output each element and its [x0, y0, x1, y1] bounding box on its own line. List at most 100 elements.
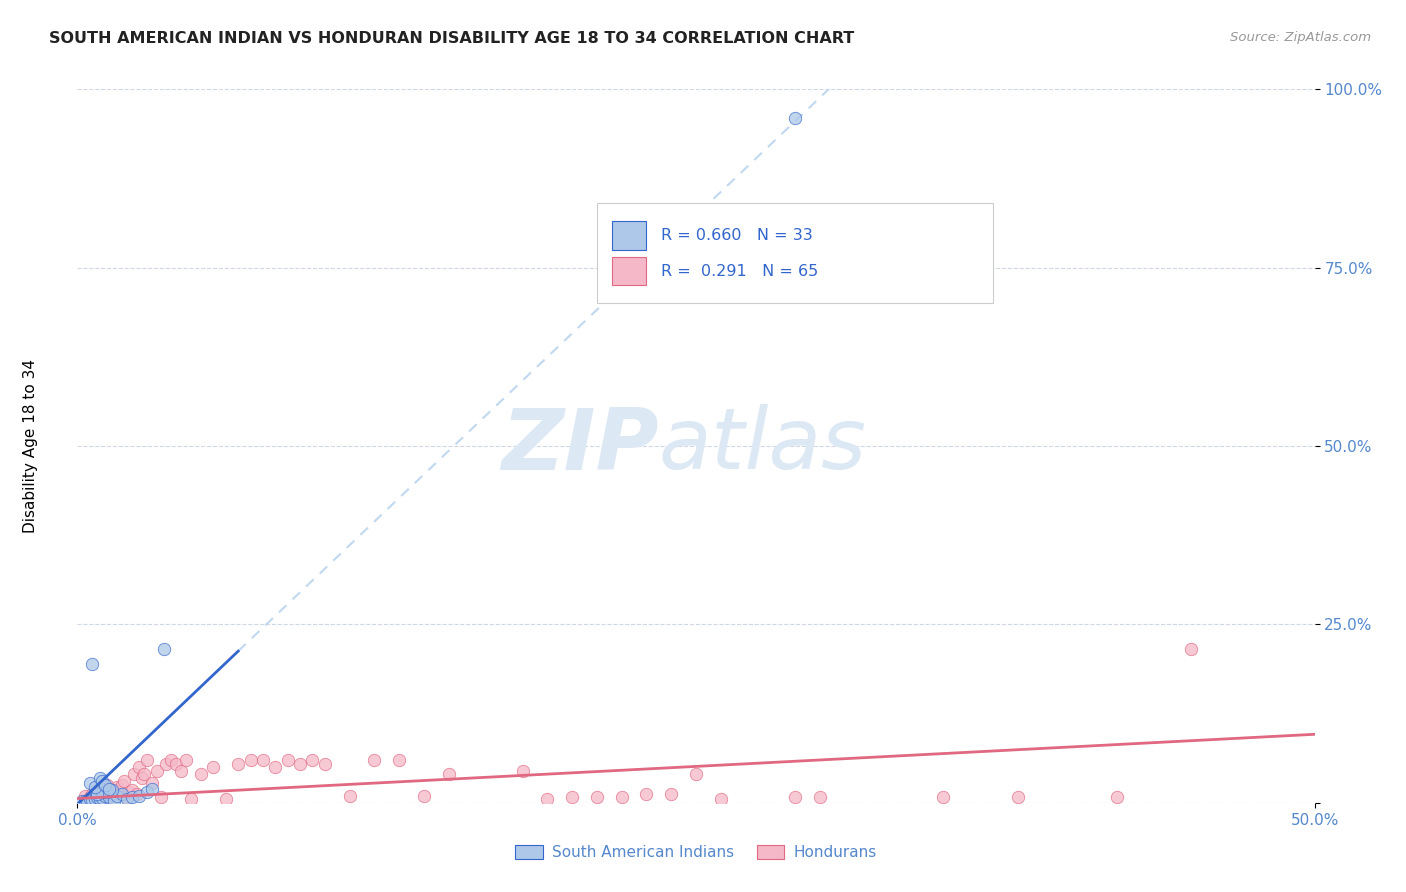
Point — [1180, 642, 1202, 657]
Point — [105, 789, 128, 803]
Point — [98, 781, 121, 796]
Point — [73, 789, 96, 803]
Point — [636, 787, 658, 801]
Point — [111, 787, 134, 801]
Point — [190, 767, 212, 781]
Point — [83, 785, 105, 799]
Point — [79, 792, 101, 806]
Point — [135, 785, 157, 799]
Point — [264, 760, 287, 774]
Point — [141, 781, 163, 796]
Point — [710, 792, 733, 806]
Point — [155, 756, 177, 771]
Point — [128, 760, 150, 774]
Point — [437, 767, 460, 781]
FancyBboxPatch shape — [598, 203, 993, 303]
Point — [82, 793, 104, 807]
Point — [1007, 790, 1029, 805]
Point — [135, 753, 157, 767]
Point — [108, 787, 131, 801]
Point — [98, 789, 121, 803]
Point — [82, 787, 104, 801]
Text: Disability Age 18 to 34: Disability Age 18 to 34 — [24, 359, 38, 533]
Legend: South American Indians, Hondurans: South American Indians, Hondurans — [509, 839, 883, 866]
Text: R = 0.660   N = 33: R = 0.660 N = 33 — [661, 228, 813, 243]
Point — [89, 792, 111, 806]
Point — [101, 785, 124, 799]
Point — [111, 778, 134, 792]
Text: Source: ZipAtlas.com: Source: ZipAtlas.com — [1230, 31, 1371, 45]
Point — [314, 756, 336, 771]
Point — [153, 642, 176, 657]
Point — [122, 767, 145, 781]
Point — [93, 778, 115, 792]
Point — [388, 753, 411, 767]
Point — [72, 794, 94, 808]
Point — [685, 767, 707, 781]
Point — [105, 780, 128, 794]
Point — [561, 790, 583, 805]
Point — [932, 790, 955, 805]
Point — [128, 789, 150, 803]
Point — [783, 111, 806, 125]
Point — [83, 791, 105, 805]
Point — [73, 794, 96, 808]
Point — [301, 753, 323, 767]
Point — [91, 787, 114, 801]
Point — [91, 774, 114, 789]
Point — [131, 771, 153, 785]
Point — [141, 776, 163, 790]
Point — [252, 753, 274, 767]
Point — [363, 753, 385, 767]
Text: ZIP: ZIP — [501, 404, 659, 488]
Point — [586, 790, 609, 805]
Point — [659, 787, 682, 801]
Point — [91, 785, 114, 799]
Point — [86, 787, 108, 801]
Point — [93, 781, 115, 796]
Point — [76, 794, 98, 808]
Point — [239, 753, 262, 767]
Point — [202, 760, 225, 774]
Point — [165, 756, 187, 771]
FancyBboxPatch shape — [612, 221, 647, 250]
Point — [96, 785, 118, 799]
Point — [103, 783, 125, 797]
Point — [215, 792, 238, 806]
Point — [79, 776, 101, 790]
Point — [89, 771, 111, 785]
Point — [89, 790, 111, 805]
Point — [1105, 790, 1128, 805]
Point — [96, 778, 118, 792]
Point — [121, 790, 143, 805]
Point — [115, 792, 138, 806]
Point — [118, 785, 141, 799]
Point — [512, 764, 534, 778]
Point — [79, 790, 101, 805]
Point — [125, 787, 148, 801]
Point — [180, 792, 202, 806]
Point — [91, 790, 114, 805]
FancyBboxPatch shape — [612, 257, 647, 285]
Point — [288, 756, 311, 771]
Point — [610, 790, 633, 805]
Point — [160, 753, 183, 767]
Text: R =  0.291   N = 65: R = 0.291 N = 65 — [661, 264, 818, 278]
Point — [412, 789, 434, 803]
Point — [82, 657, 104, 671]
Point — [170, 764, 193, 778]
Point — [277, 753, 299, 767]
Point — [536, 792, 558, 806]
Point — [226, 756, 249, 771]
Point — [103, 794, 125, 808]
Point — [783, 790, 806, 805]
Point — [134, 767, 156, 781]
Point — [101, 783, 124, 797]
Point — [86, 783, 108, 797]
Point — [150, 790, 173, 805]
Point — [86, 790, 108, 805]
Point — [96, 787, 118, 801]
Point — [93, 789, 115, 803]
Point — [339, 789, 361, 803]
Point — [145, 764, 167, 778]
